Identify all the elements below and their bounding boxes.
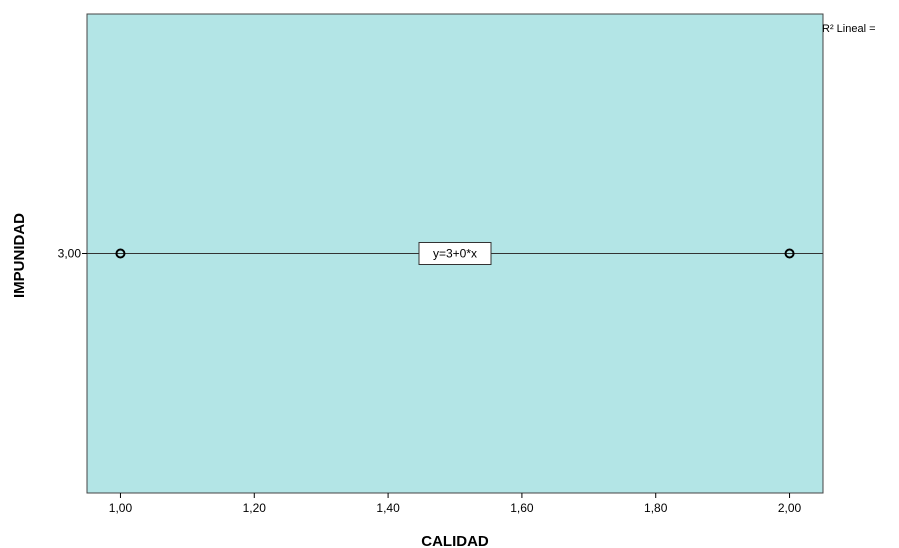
x-axis-title: CALIDAD — [421, 533, 489, 548]
data-point — [784, 248, 795, 259]
data-points — [115, 248, 795, 259]
x-tick-label: 1,00 — [109, 501, 133, 515]
y-tick-label: 3,00 — [58, 247, 82, 261]
fit-equation-text: y=3+0*x — [433, 247, 477, 261]
fit-equation-box — [418, 242, 492, 265]
legend-r2-text: R² Lineal = — [822, 23, 876, 35]
x-tick-label: 1,80 — [644, 501, 668, 515]
y-axis-title: IMPUNIDAD — [11, 213, 28, 298]
data-point — [115, 248, 126, 259]
x-tick-label: 1,20 — [243, 501, 267, 515]
y-axis-ticks: 3,00 — [58, 247, 87, 261]
fit-equation-label: y=3+0*x — [418, 242, 492, 265]
x-tick-label: 2,00 — [778, 501, 802, 515]
x-tick-label: 1,40 — [376, 501, 400, 515]
x-tick-label: 1,60 — [510, 501, 534, 515]
x-axis-ticks: 1,00 1,20 1,40 1,60 1,80 2,00 — [109, 493, 802, 515]
